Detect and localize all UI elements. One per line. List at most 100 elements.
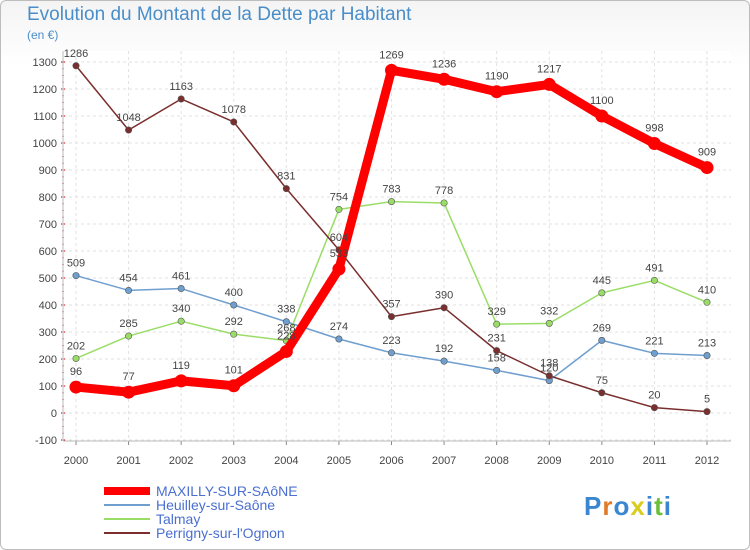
series-perrigny-point <box>703 408 711 416</box>
series-maxilly-point <box>647 137 661 151</box>
y-tick-label: 1300 <box>33 57 57 69</box>
data-label: 338 <box>277 304 295 316</box>
series-heuilley-point <box>230 301 238 309</box>
series-talmay-point <box>72 354 80 362</box>
y-tick-label: 1100 <box>33 111 57 123</box>
data-label: 1190 <box>485 71 509 83</box>
legend-label-heuilley: Heuilley-sur-Saône <box>156 497 276 513</box>
data-label: 332 <box>540 305 558 317</box>
y-tick-label: 500 <box>39 273 57 285</box>
data-label: 292 <box>225 316 243 328</box>
legend-swatch-perrigny <box>104 532 150 534</box>
legend-swatch-maxilly <box>104 487 150 495</box>
data-label: 213 <box>698 337 716 349</box>
data-label: 274 <box>330 321 348 333</box>
legend-item-perrigny: Perrigny-sur-l'Ognon <box>104 526 298 540</box>
series-talmay-point <box>703 298 711 306</box>
plot-area <box>63 51 731 441</box>
data-label: 783 <box>382 184 400 196</box>
data-label: 20 <box>648 390 660 402</box>
logo-letter: r <box>602 491 614 521</box>
legend-label-perrigny: Perrigny-sur-l'Ognon <box>156 525 285 541</box>
legend-item-maxilly: MAXILLY-SUR-SAôNE <box>104 484 298 498</box>
series-talmay-point <box>335 205 343 213</box>
series-perrigny-point <box>230 118 238 126</box>
series-perrigny-point <box>125 126 133 134</box>
series-perrigny-point <box>545 372 553 380</box>
series-heuilley-point <box>387 349 395 357</box>
line-chart: -100 0 100 200 300 400 500 600 700 800 900 1000 1100… <box>33 48 731 467</box>
series-heuilley-point <box>125 286 133 294</box>
y-tick-label: 100 <box>39 381 57 393</box>
data-label: 285 <box>119 318 137 330</box>
legend-swatch-talmay <box>104 518 150 520</box>
data-label: 158 <box>487 352 505 364</box>
series-talmay-point <box>493 320 501 328</box>
series-talmay-point <box>440 199 448 207</box>
series-heuilley-point <box>282 318 290 326</box>
y-tick-label: 800 <box>39 192 57 204</box>
unit-label: (en €) <box>27 28 59 42</box>
series-heuilley-point <box>703 351 711 359</box>
x-tick-label: 2009 <box>537 455 561 467</box>
logo-letter: t <box>654 491 664 521</box>
series-heuilley-point <box>493 366 501 374</box>
series-maxilly-point <box>542 77 556 91</box>
data-label: 101 <box>225 365 243 377</box>
series-maxilly-point <box>385 63 398 77</box>
data-label: 120 <box>540 363 558 375</box>
series-perrigny-point <box>650 404 658 412</box>
y-tick-label: 700 <box>39 219 57 231</box>
series-perrigny-point <box>72 62 80 70</box>
y-tick-label: 1000 <box>33 138 57 150</box>
series-maxilly-point <box>332 262 346 276</box>
x-tick-label: 2012 <box>695 455 719 467</box>
data-label: 831 <box>277 171 295 183</box>
series-heuilley-point <box>598 336 606 344</box>
x-tick-label: 2001 <box>116 455 140 467</box>
series-maxilly-point <box>174 374 188 388</box>
data-label: 754 <box>330 191 348 203</box>
x-tick-label: 2002 <box>169 455 193 467</box>
x-tick-label: 2004 <box>274 455 298 467</box>
x-tick-label: 2005 <box>327 455 351 467</box>
data-label: 1163 <box>169 81 193 93</box>
data-label: 1217 <box>537 63 561 75</box>
legend-swatch-heuilley <box>104 504 150 506</box>
data-label: 400 <box>225 287 243 299</box>
data-label: 1286 <box>64 48 88 60</box>
series-maxilly-point <box>595 109 609 123</box>
logo-letter: o <box>613 491 631 521</box>
legend-item-heuilley: Heuilley-sur-Saône <box>104 498 298 512</box>
data-label: 231 <box>487 333 505 345</box>
series-heuilley-point <box>335 335 343 343</box>
data-label: 1236 <box>432 58 456 70</box>
data-label: 533 <box>330 248 348 260</box>
legend-item-talmay: Talmay <box>104 512 298 526</box>
series-maxilly-point <box>122 385 136 399</box>
legend-label-maxilly: MAXILLY-SUR-SAôNE <box>156 483 298 499</box>
data-label: 1100 <box>590 95 614 107</box>
logo-letter: i <box>645 491 655 521</box>
data-label: 221 <box>645 335 663 347</box>
data-label: 138 <box>540 358 558 370</box>
data-label: 390 <box>435 290 453 302</box>
data-label: 1048 <box>116 112 140 124</box>
series-talmay-point <box>387 198 395 206</box>
series-talmay-point <box>545 319 553 327</box>
legend-label-talmay: Talmay <box>156 511 201 527</box>
series-talmay-point <box>177 317 185 325</box>
y-tick-label: 900 <box>39 165 57 177</box>
series-perrigny-point <box>440 304 448 312</box>
data-label: 96 <box>70 366 82 378</box>
y-tick-label: 200 <box>39 354 57 366</box>
x-tick-label: 2011 <box>643 455 667 467</box>
data-label: 340 <box>172 303 190 315</box>
series-perrigny-point <box>387 313 395 321</box>
y-tick-label: 600 <box>39 246 57 258</box>
data-label: 77 <box>122 371 134 383</box>
series-heuilley-point <box>650 349 658 357</box>
logo-letter: i <box>663 491 672 521</box>
data-label: 909 <box>698 147 716 159</box>
logo-letter: x <box>630 491 646 521</box>
